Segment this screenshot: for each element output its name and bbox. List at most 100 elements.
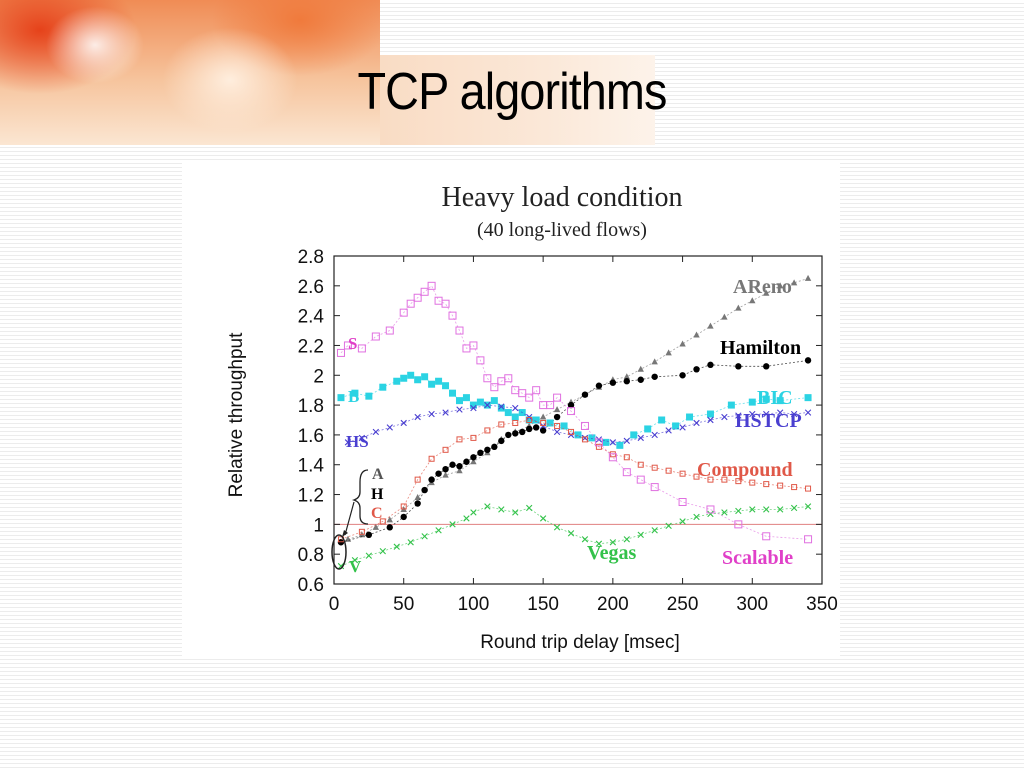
point-hstcp xyxy=(414,413,421,421)
series-label-bic: BIC xyxy=(757,387,793,409)
point-scalable xyxy=(455,326,464,335)
point-areno xyxy=(539,413,547,420)
point-compound xyxy=(470,434,477,441)
y-tick-label: 2.2 xyxy=(298,336,324,357)
label-b: B xyxy=(348,387,359,406)
point-scalable xyxy=(678,498,687,506)
point-areno xyxy=(470,458,477,465)
point-compound xyxy=(805,485,812,492)
point-compound xyxy=(379,518,386,525)
point-hamilton xyxy=(707,361,714,369)
point-hstcp xyxy=(651,431,658,439)
point-areno xyxy=(637,365,644,372)
point-compound xyxy=(484,427,491,434)
point-bic xyxy=(616,441,624,449)
point-compound xyxy=(693,473,700,480)
series-label-hstcp: HSTCP xyxy=(735,410,802,432)
x-tick-label: 250 xyxy=(667,594,699,615)
point-hstcp xyxy=(553,428,561,436)
point-hamilton xyxy=(498,437,505,445)
point-hamilton xyxy=(512,430,519,437)
point-bic xyxy=(379,383,387,391)
point-hamilton xyxy=(484,446,491,454)
point-compound xyxy=(721,476,728,483)
point-compound xyxy=(540,419,547,426)
point-areno xyxy=(442,471,449,478)
point-hamilton xyxy=(435,470,442,477)
series-line-areno xyxy=(347,278,809,540)
point-vegas xyxy=(337,562,345,570)
point-scalable xyxy=(532,386,541,395)
point-scalable xyxy=(580,421,589,430)
point-scalable xyxy=(567,407,576,416)
point-vegas xyxy=(623,536,630,543)
point-hstcp xyxy=(609,439,617,446)
point-hamilton xyxy=(693,366,700,373)
point-hamilton xyxy=(735,363,742,370)
point-compound xyxy=(735,478,742,485)
point-compound xyxy=(442,446,449,453)
point-hstcp xyxy=(679,424,686,431)
x-tick-label: 300 xyxy=(736,594,768,615)
point-bic xyxy=(414,376,422,384)
x-tick-label: 350 xyxy=(806,594,838,615)
y-tick-label: 1.8 xyxy=(298,396,324,417)
point-bic xyxy=(672,422,680,430)
point-hamilton xyxy=(623,378,630,385)
point-scalable xyxy=(734,520,743,529)
point-hstcp xyxy=(581,434,589,442)
point-bic xyxy=(462,394,470,402)
point-hamilton xyxy=(505,431,512,439)
point-hamilton xyxy=(595,382,603,389)
point-areno xyxy=(623,373,630,380)
point-vegas xyxy=(735,507,742,515)
point-hstcp xyxy=(735,412,742,419)
point-scalable xyxy=(441,299,450,308)
point-areno xyxy=(735,304,742,311)
point-bic xyxy=(490,397,498,405)
point-hamilton xyxy=(365,531,373,538)
point-vegas xyxy=(763,506,770,513)
y-tick-label: 2.6 xyxy=(298,277,324,298)
label-a: A xyxy=(372,466,384,483)
label-h: H xyxy=(371,486,384,503)
point-hstcp xyxy=(623,437,630,445)
point-bic xyxy=(686,413,694,421)
y-tick-label: 1.6 xyxy=(298,426,324,447)
point-hamilton xyxy=(428,476,435,483)
point-scalable xyxy=(420,287,429,296)
point-areno xyxy=(553,406,561,413)
point-hamilton xyxy=(470,454,477,461)
point-scalable xyxy=(483,374,492,383)
point-vegas xyxy=(693,513,700,521)
point-hamilton xyxy=(763,363,770,370)
point-hstcp xyxy=(372,428,380,436)
point-vegas xyxy=(776,506,784,513)
point-vegas xyxy=(567,530,575,537)
point-vegas xyxy=(435,527,442,534)
point-scalable xyxy=(504,374,513,383)
point-bic xyxy=(351,389,359,397)
point-hstcp xyxy=(470,404,477,412)
point-bic xyxy=(658,416,666,424)
point-scalable xyxy=(371,332,380,341)
point-vegas xyxy=(379,548,386,555)
point-bic xyxy=(644,425,652,433)
point-vegas xyxy=(749,506,756,513)
point-bic xyxy=(804,394,812,402)
y-tick-label: 1.4 xyxy=(298,456,325,477)
point-areno xyxy=(651,358,658,365)
point-hstcp xyxy=(665,427,672,434)
point-compound xyxy=(512,419,519,426)
point-compound xyxy=(400,503,407,510)
point-hamilton xyxy=(679,372,686,379)
point-hstcp xyxy=(693,419,700,427)
point-vegas xyxy=(595,540,603,547)
bracket-arrowhead xyxy=(342,530,348,537)
point-vegas xyxy=(484,503,491,510)
point-scalable xyxy=(490,383,499,392)
point-compound xyxy=(428,455,435,462)
point-scalable xyxy=(762,532,771,541)
point-compound xyxy=(749,479,756,486)
point-compound xyxy=(665,467,672,474)
